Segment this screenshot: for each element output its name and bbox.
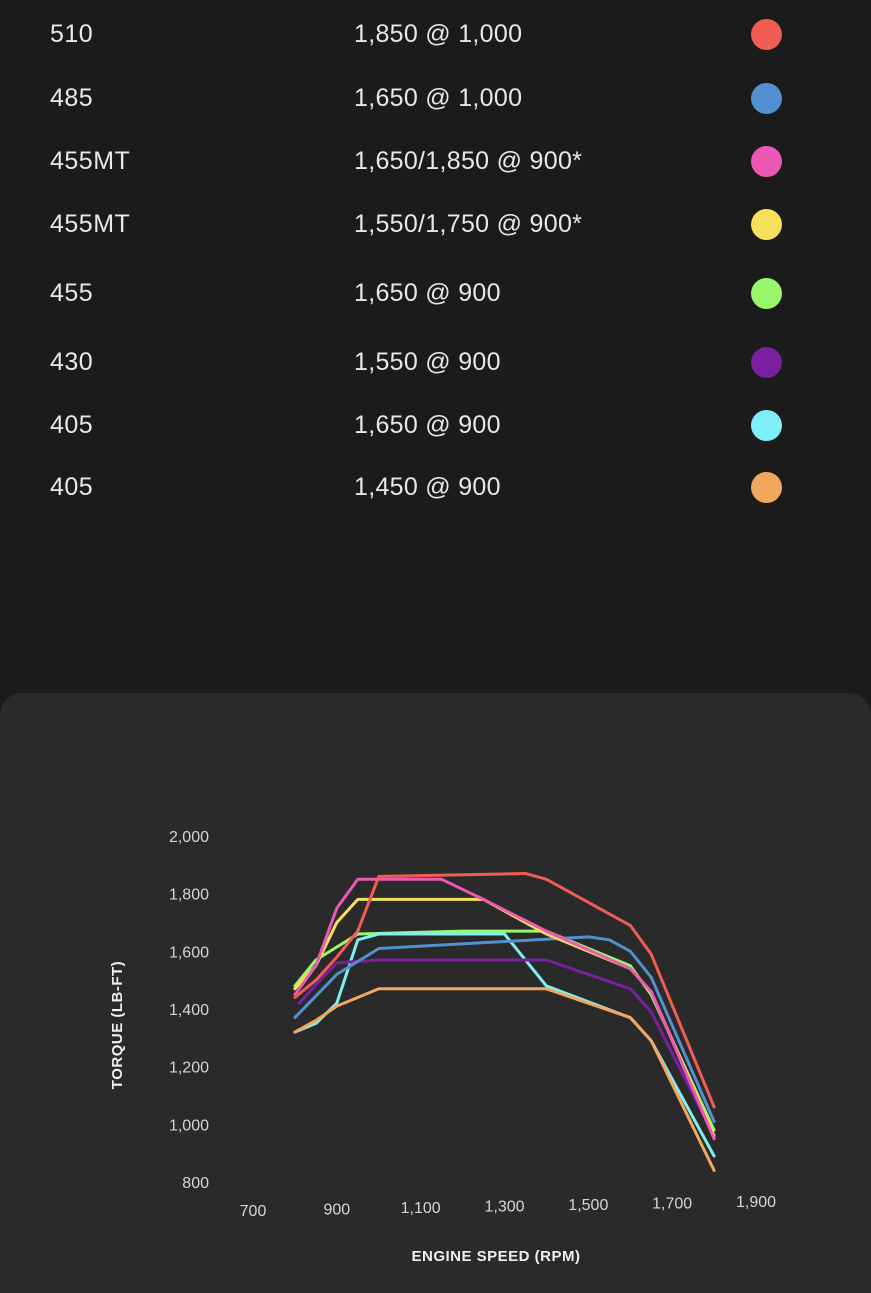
horsepower-label: 455MT <box>50 147 131 175</box>
legend-color-dot <box>751 278 782 309</box>
x-axis-ticks: 700 900 1,100 1,300 1,500 1,700 1,900 <box>240 1194 776 1220</box>
engine-ratings-list: 510 1,850 @ 1,000 485 1,650 @ 1,000 455MT 1,6… <box>0 0 871 560</box>
y-axis-ticks: 2,000 1,800 1,600 1,400 1,200 1,000 800 <box>169 829 209 1192</box>
x-axis-label: ENGINE SPEED (RPM) <box>411 1248 580 1265</box>
y-axis-label: TORQUE (LB-FT) <box>109 961 126 1089</box>
x-tick-label: 1,700 <box>652 1196 692 1213</box>
series-line <box>293 935 716 1123</box>
torque-label: 1,650 @ 1,000 <box>354 84 523 112</box>
series-line <box>293 872 716 1109</box>
horsepower-label: 405 <box>50 411 94 439</box>
rating-row: 405 1,650 @ 900 <box>0 405 871 445</box>
y-tick-label: 1,000 <box>169 1117 209 1134</box>
rating-row: 405 1,450 @ 900 <box>0 467 871 507</box>
horsepower-label: 510 <box>50 20 94 48</box>
torque-label: 1,550 @ 900 <box>354 348 501 376</box>
x-tick-label: 1,100 <box>401 1200 441 1217</box>
y-tick-label: 1,200 <box>169 1060 209 1077</box>
y-tick-label: 1,600 <box>169 944 209 961</box>
torque-label: 1,650/1,850 @ 900* <box>354 147 583 175</box>
legend-color-dot <box>751 209 782 240</box>
rating-row: 455MT 1,650/1,850 @ 900* <box>0 141 871 181</box>
legend-color-dot <box>751 347 782 378</box>
legend-color-dot <box>751 83 782 114</box>
rating-row: 430 1,550 @ 900 <box>0 342 871 382</box>
x-tick-label: 1,500 <box>568 1197 608 1214</box>
legend-color-dot <box>751 146 782 177</box>
legend-color-dot <box>751 472 782 503</box>
rating-row: 455MT 1,550/1,750 @ 900* <box>0 204 871 244</box>
x-tick-label: 1,300 <box>484 1199 524 1216</box>
y-tick-label: 1,800 <box>169 887 209 904</box>
rating-row: 485 1,650 @ 1,000 <box>0 78 871 118</box>
rating-row: 510 1,850 @ 1,000 <box>0 14 871 54</box>
torque-label: 1,550/1,750 @ 900* <box>354 210 583 238</box>
torque-label: 1,450 @ 900 <box>354 473 501 501</box>
legend-color-dot <box>751 410 782 441</box>
y-tick-label: 1,400 <box>169 1002 209 1019</box>
torque-label: 1,650 @ 900 <box>354 411 501 439</box>
legend-color-dot <box>751 19 782 50</box>
torque-label: 1,650 @ 900 <box>354 279 501 307</box>
horsepower-label: 430 <box>50 348 94 376</box>
horsepower-label: 455 <box>50 279 94 307</box>
series-line <box>297 958 716 1138</box>
y-tick-label: 800 <box>182 1175 209 1192</box>
torque-chart-panel <box>0 693 871 1293</box>
rating-row: 455 1,650 @ 900 <box>0 273 871 313</box>
series-lines <box>293 872 716 1172</box>
x-tick-label: 1,900 <box>736 1194 776 1211</box>
horsepower-label: 405 <box>50 473 94 501</box>
torque-label: 1,850 @ 1,000 <box>354 20 523 48</box>
horsepower-label: 485 <box>50 84 94 112</box>
horsepower-label: 455MT <box>50 210 131 238</box>
x-tick-label: 900 <box>323 1202 350 1219</box>
series-line <box>293 987 716 1172</box>
series-line <box>293 932 716 1158</box>
y-tick-label: 2,000 <box>169 829 209 846</box>
x-tick-label: 700 <box>240 1203 267 1220</box>
series-line <box>293 877 716 1141</box>
